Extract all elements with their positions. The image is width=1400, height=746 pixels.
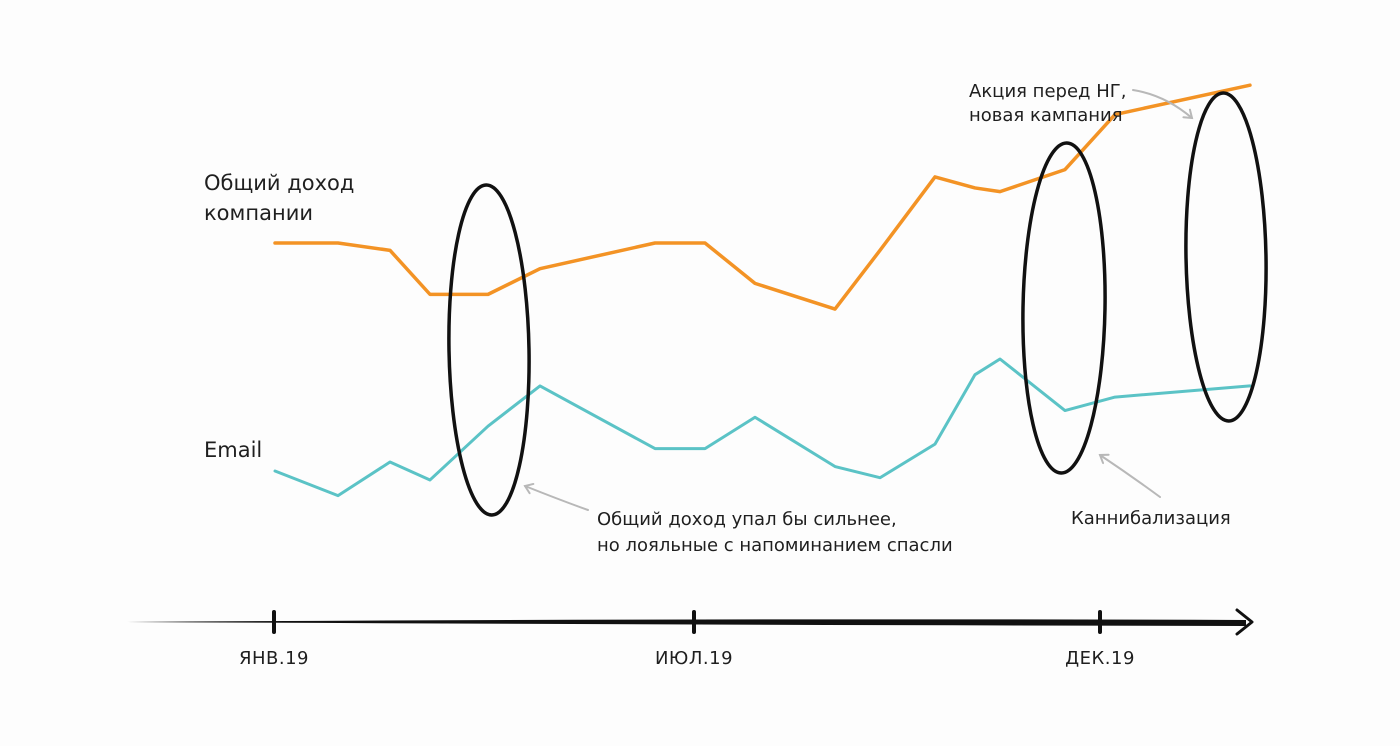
highlight-ellipse-3	[1184, 91, 1268, 423]
series-label-email: Email	[204, 438, 262, 462]
highlight-ellipses	[447, 91, 1268, 517]
annotation-3: Акция перед НГ, новая кампания	[969, 81, 1132, 126]
annotation-arrow-1	[523, 482, 589, 511]
series-label-revenue-line1: Общий доход	[204, 171, 354, 195]
series-label-revenue-line2: компании	[204, 201, 313, 225]
series-label-revenue: Общий доход компании	[204, 171, 361, 225]
x-tick-label: ЯНВ.19	[239, 648, 309, 669]
annotation-1-line2: но лояльные с напоминанием спасли	[597, 535, 953, 556]
x-tick-label: ДЕК.19	[1065, 648, 1135, 669]
highlight-ellipse-2	[1021, 141, 1107, 475]
annotation-arrow-3	[1132, 89, 1194, 120]
x-axis	[122, 619, 1246, 626]
annotation-1: Общий доход упал бы сильнее, но лояльные…	[597, 509, 953, 556]
annotation-arrow-2	[1098, 453, 1161, 498]
series-line-1	[273, 357, 1252, 498]
annotation-1-line1: Общий доход упал бы сильнее,	[597, 509, 897, 530]
highlight-ellipse-1	[447, 183, 531, 517]
annotation-3-line1: Акция перед НГ,	[969, 81, 1126, 102]
annotation-2: Каннибализация	[1071, 508, 1231, 529]
x-axis-arrow-icon	[1235, 608, 1254, 636]
annotation-3-line2: новая кампания	[969, 105, 1123, 126]
series-line-0	[273, 83, 1252, 311]
x-tick-label: ИЮЛ.19	[655, 648, 733, 669]
x-ticks: ЯНВ.19 ИЮЛ.19 ДЕК.19	[239, 610, 1135, 669]
annotation-arrows	[523, 89, 1194, 511]
series-lines	[273, 83, 1252, 498]
